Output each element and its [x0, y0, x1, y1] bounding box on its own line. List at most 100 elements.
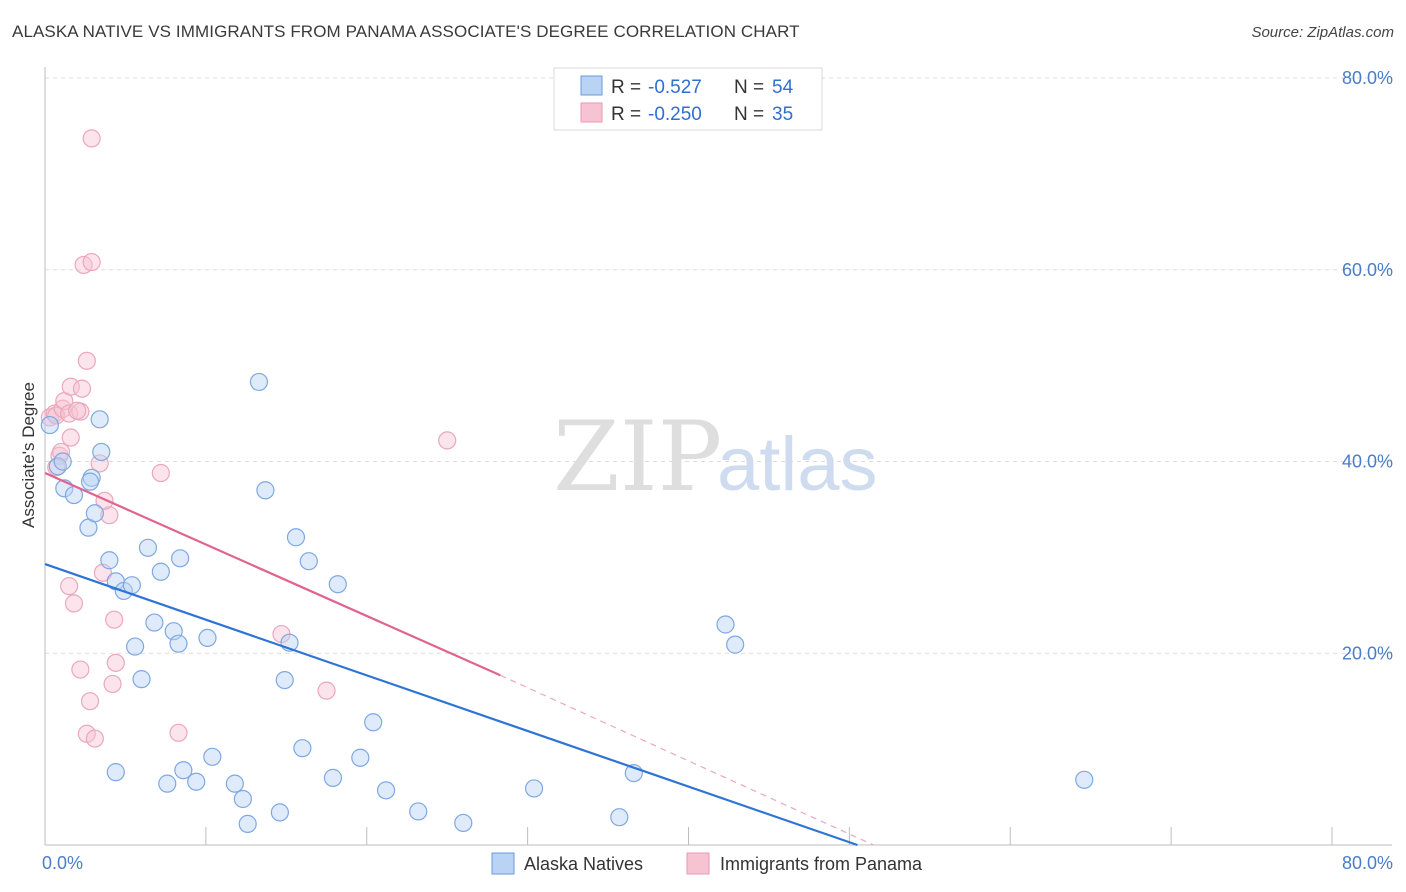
- source-label: Source: ZipAtlas.com: [1251, 24, 1394, 41]
- alaska-point-29: [299, 552, 318, 571]
- legend-r-label-1: R =: [611, 77, 641, 98]
- panama-trend-line-extension: [500, 674, 874, 846]
- panama-point-9: [72, 379, 92, 398]
- alaska-point-23: [198, 628, 217, 648]
- panama-point-28: [71, 660, 90, 679]
- legend-r-label-2: R =: [611, 104, 641, 125]
- alaska-point-7: [92, 442, 111, 462]
- alaska-point-50: [716, 615, 735, 634]
- alaska-point-16: [151, 562, 170, 581]
- alaska-point-48: [610, 808, 629, 827]
- legend-alaska-natives: Alaska Natives: [524, 854, 643, 874]
- watermark: ZIP atlas: [553, 401, 878, 513]
- alaska-point-45: [409, 802, 428, 821]
- legend-r-value-1: -0.527: [648, 77, 702, 98]
- panama-point-25: [105, 610, 124, 629]
- panama-point-6: [61, 428, 80, 447]
- legend-swatch-immigrants-from-panama: [686, 852, 710, 875]
- y-axis-label: Associate's Degree: [19, 382, 38, 528]
- alaska-point-42: [323, 768, 343, 787]
- alaska-point-2: [53, 452, 72, 471]
- alaska-point-15: [138, 538, 158, 557]
- panama-point-7: [61, 377, 80, 396]
- legend-n-label-1: N =: [734, 77, 764, 98]
- alaska-point-11: [100, 551, 119, 570]
- alaska-point-30: [328, 575, 347, 594]
- alaska-point-37: [225, 774, 244, 793]
- alaska-point-44: [376, 781, 396, 800]
- alaska-point-46: [454, 813, 473, 833]
- y-tick-label-40: 40.0%: [1342, 452, 1393, 472]
- panama-point-23: [64, 594, 84, 613]
- alaska-point-38: [233, 789, 252, 809]
- y-tick-label-20: 20.0%: [1342, 643, 1393, 663]
- x-tick-label-min: 0.0%: [42, 853, 83, 873]
- trend-lines: [44, 471, 874, 847]
- alaska-point-18: [125, 637, 145, 656]
- alaska-point-33: [158, 774, 177, 793]
- immigrants-from-panama-points: [40, 129, 457, 748]
- panama-point-16: [77, 351, 96, 370]
- legend-swatch-pink: [580, 102, 603, 123]
- series-legend: Alaska Natives Immigrants from Panama: [491, 852, 923, 875]
- grid-lines: [45, 77, 1392, 654]
- alaska-point-31: [364, 713, 383, 732]
- alaska-point-17: [171, 549, 190, 568]
- legend-n-value-2: 35: [772, 104, 793, 125]
- panama-point-26: [106, 653, 125, 672]
- alaska-point-5: [90, 410, 109, 429]
- alaska-point-41: [293, 739, 312, 758]
- panama-point-15: [82, 252, 101, 272]
- watermark-atlas: atlas: [717, 422, 878, 507]
- alaska-point-10: [85, 504, 104, 523]
- alaska-point-24: [256, 481, 275, 500]
- alaska-natives-trend-line: [44, 563, 858, 847]
- correlation-legend: R = -0.527 N = 54 R = -0.250 N = 35: [553, 67, 823, 131]
- alaska-point-25: [249, 372, 269, 392]
- alaska-point-51: [726, 635, 745, 654]
- chart-title: ALASKA NATIVE VS IMMIGRANTS FROM PANAMA …: [12, 22, 800, 41]
- legend-swatch-alaska-natives: [491, 852, 515, 875]
- alaska-point-52: [1075, 770, 1094, 789]
- alaska-point-35: [187, 772, 206, 791]
- panama-point-17: [82, 129, 101, 148]
- legend-n-label-2: N =: [734, 104, 764, 125]
- alaska-point-20: [145, 613, 164, 632]
- legend-r-value-2: -0.250: [648, 104, 702, 125]
- panama-trend-line: [44, 471, 501, 677]
- alaska-point-19: [132, 670, 151, 689]
- legend-n-value-1: 54: [772, 77, 794, 98]
- alaska-point-9: [80, 472, 100, 491]
- panama-point-21: [151, 463, 170, 483]
- panama-point-31: [85, 729, 104, 748]
- alaska-point-22: [169, 634, 188, 653]
- panama-point-10: [68, 401, 87, 420]
- x-tick-label-max: 80.0%: [1342, 853, 1393, 873]
- panama-point-32: [169, 723, 188, 742]
- watermark-zip: ZIP: [553, 401, 722, 513]
- y-tick-label-80: 80.0%: [1342, 68, 1393, 88]
- y-tick-label-60: 60.0%: [1342, 260, 1393, 280]
- alaska-point-47: [524, 779, 544, 798]
- panama-point-22: [60, 577, 79, 596]
- legend-immigrants-from-panama: Immigrants from Panama: [720, 854, 923, 874]
- panama-point-35: [438, 431, 457, 450]
- alaska-point-32: [106, 763, 125, 782]
- legend-swatch-blue: [580, 75, 603, 96]
- alaska-point-39: [238, 814, 257, 834]
- alaska-natives-points: [40, 372, 1094, 834]
- alaska-point-28: [286, 528, 306, 547]
- panama-point-27: [103, 674, 122, 694]
- tick-labels: 20.0% 40.0% 60.0% 80.0% 0.0% 80.0%: [42, 68, 1393, 873]
- alaska-point-0: [40, 415, 59, 435]
- alaska-point-40: [270, 803, 289, 822]
- alaska-point-27: [275, 670, 294, 690]
- panama-point-18: [90, 454, 109, 473]
- alaska-point-43: [351, 748, 370, 767]
- alaska-point-34: [174, 761, 193, 780]
- panama-point-34: [317, 681, 336, 700]
- panama-point-19: [100, 506, 119, 525]
- panama-point-29: [80, 692, 100, 711]
- alaska-point-36: [203, 747, 222, 766]
